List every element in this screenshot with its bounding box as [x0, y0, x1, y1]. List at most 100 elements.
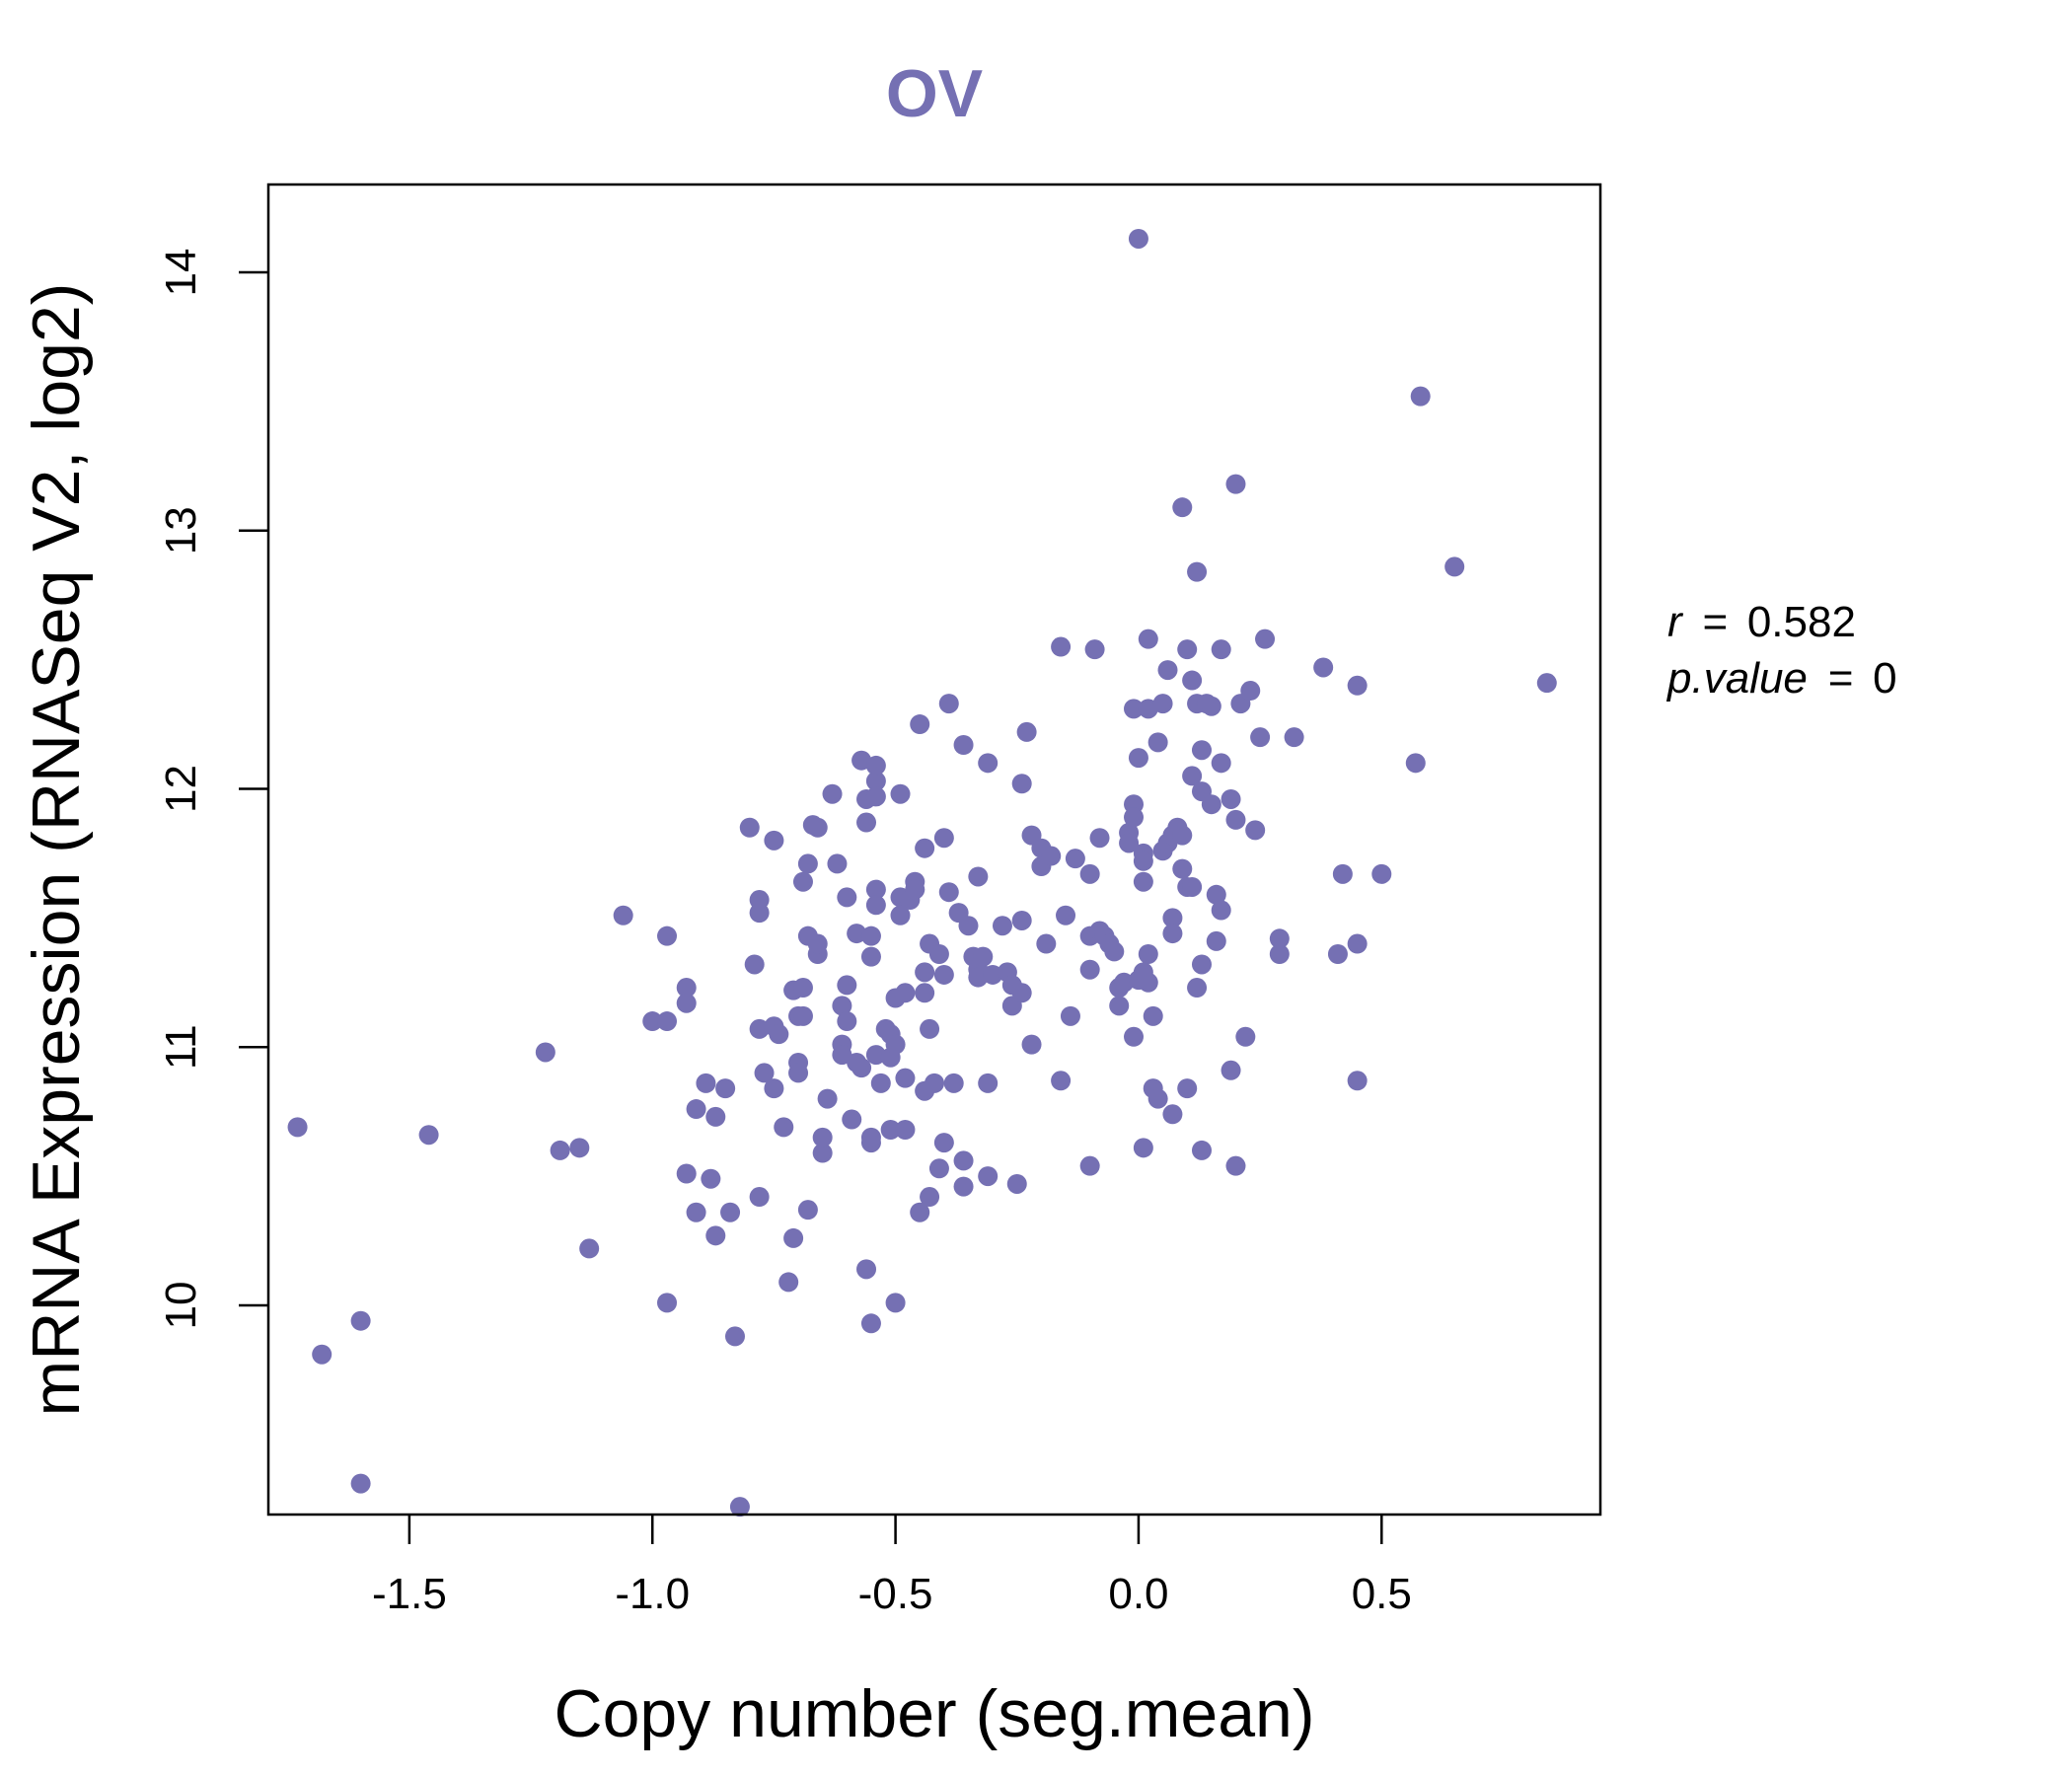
data-point	[933, 964, 954, 985]
r-label: r	[1667, 598, 1684, 646]
data-point	[1347, 675, 1368, 696]
data-point	[1147, 1088, 1168, 1109]
data-point	[1405, 753, 1426, 774]
data-point	[943, 1073, 964, 1093]
data-point	[978, 1073, 999, 1093]
data-point	[1235, 1026, 1256, 1047]
p-value: 0	[1873, 654, 1896, 703]
data-point	[1152, 694, 1173, 714]
data-point	[915, 962, 935, 983]
data-point	[865, 879, 886, 900]
data-point	[928, 1158, 949, 1179]
data-point	[792, 978, 813, 999]
data-point	[1172, 825, 1193, 846]
data-point	[890, 905, 911, 925]
data-point	[933, 1133, 954, 1153]
data-point	[1147, 732, 1168, 753]
data-point	[1016, 721, 1037, 742]
data-point	[676, 1163, 697, 1184]
y-tick-label: 14	[157, 249, 205, 297]
data-point	[1056, 905, 1076, 925]
data-point	[1133, 871, 1153, 892]
data-point	[1444, 556, 1465, 577]
data-point	[1124, 1026, 1145, 1047]
data-point	[764, 830, 784, 851]
data-point	[287, 1117, 308, 1138]
data-point	[1371, 863, 1392, 884]
data-point	[968, 967, 989, 988]
data-point	[1332, 863, 1353, 884]
data-point	[928, 944, 949, 965]
data-point	[1201, 696, 1221, 716]
data-point	[895, 983, 916, 1003]
data-point	[350, 1473, 371, 1494]
data-point	[1128, 748, 1148, 769]
data-point	[715, 1078, 736, 1099]
y-tick-label: 12	[157, 765, 205, 813]
data-point	[749, 1018, 770, 1039]
data-point	[842, 1109, 862, 1130]
data-point	[938, 882, 959, 903]
data-point	[953, 1150, 974, 1171]
data-point	[915, 983, 935, 1003]
data-point	[1109, 996, 1130, 1016]
data-point	[1084, 639, 1105, 660]
data-point	[1191, 740, 1212, 761]
data-point	[807, 933, 828, 954]
x-tick-label: -1.5	[372, 1570, 447, 1618]
x-tick-label: 0.0	[1108, 1570, 1168, 1618]
data-point	[958, 916, 979, 936]
data-point	[1182, 876, 1203, 897]
data-point	[1162, 908, 1183, 928]
data-point	[910, 714, 930, 735]
data-point	[1225, 474, 1246, 494]
data-point	[1162, 1104, 1183, 1125]
data-point	[1536, 673, 1557, 694]
data-point	[992, 916, 1012, 936]
data-point	[1133, 1138, 1153, 1158]
data-point	[837, 975, 857, 996]
data-point	[890, 783, 911, 804]
data-point	[797, 1200, 818, 1221]
data-point	[1187, 978, 1208, 999]
data-point	[880, 1119, 901, 1140]
data-point	[657, 1011, 678, 1032]
data-point	[1221, 788, 1241, 809]
data-point	[797, 853, 818, 874]
data-point	[613, 905, 633, 925]
data-point	[739, 817, 760, 838]
data-point	[973, 946, 994, 967]
y-axis-label: mRNA Expression (RNASeq V2, log2)	[19, 283, 94, 1417]
data-point	[865, 895, 886, 916]
data-point	[807, 817, 828, 838]
data-point	[1177, 1078, 1198, 1099]
data-point	[705, 1225, 726, 1246]
data-point	[832, 1045, 852, 1066]
data-point	[1051, 636, 1072, 657]
data-point	[350, 1310, 371, 1331]
data-point	[1119, 833, 1140, 853]
data-point	[933, 828, 954, 849]
data-point	[1182, 766, 1203, 786]
p-label: p.value	[1665, 654, 1808, 703]
data-point	[920, 1018, 940, 1039]
data-point	[792, 871, 813, 892]
data-point	[1138, 629, 1158, 649]
data-point	[783, 1227, 804, 1248]
data-point	[1011, 983, 1032, 1003]
data-point	[1225, 1155, 1246, 1176]
data-point	[1250, 727, 1271, 748]
data-point	[1206, 930, 1226, 951]
data-point	[925, 1073, 944, 1093]
data-point	[1191, 954, 1212, 975]
data-point	[865, 771, 886, 791]
data-point	[1269, 928, 1290, 949]
data-point	[1051, 1071, 1072, 1091]
data-point	[1079, 959, 1100, 980]
data-point	[1162, 924, 1183, 944]
data-point	[1211, 639, 1231, 660]
data-point	[856, 812, 877, 833]
data-point	[1060, 1005, 1080, 1026]
data-point	[953, 1176, 974, 1197]
data-point	[696, 1073, 716, 1093]
